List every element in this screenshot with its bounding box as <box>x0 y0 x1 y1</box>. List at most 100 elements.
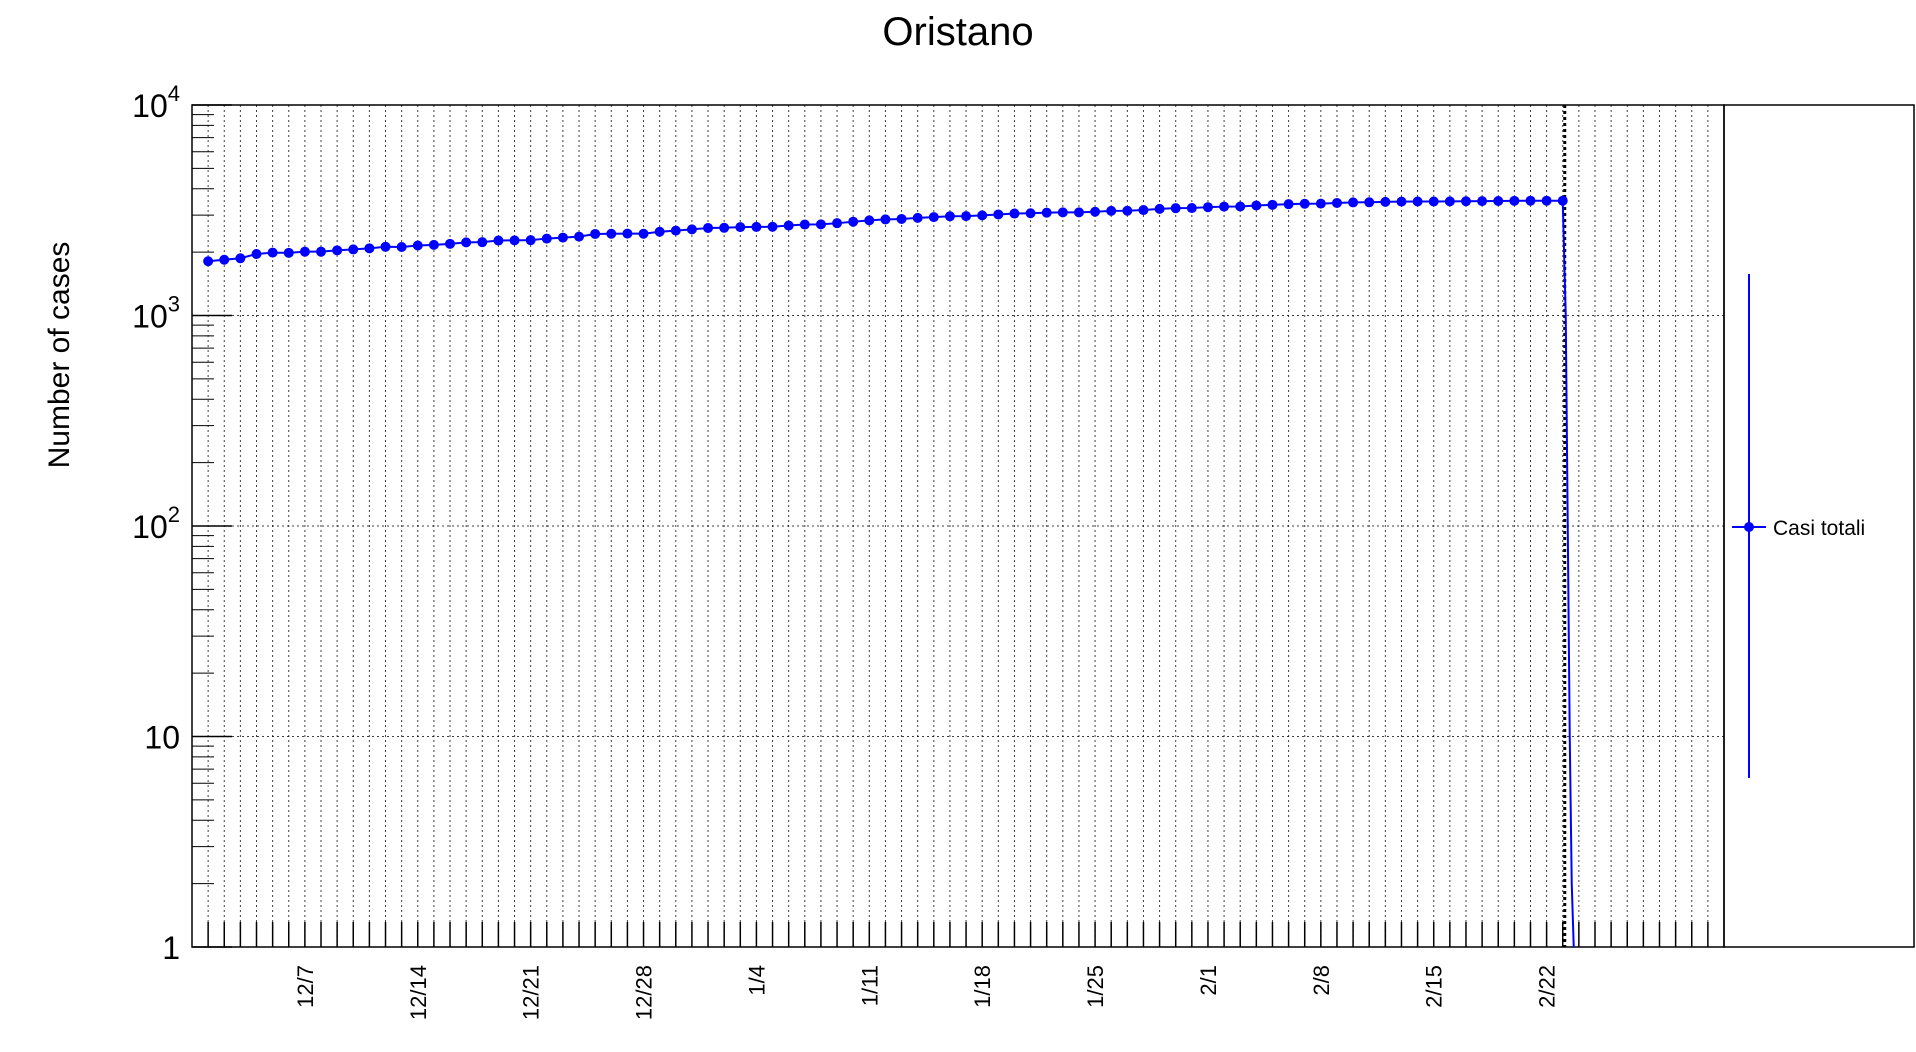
x-tick-label: 12/21 <box>519 965 544 1020</box>
data-point <box>1267 199 1278 210</box>
data-point <box>1154 203 1165 214</box>
data-point <box>1396 196 1407 207</box>
data-point <box>622 228 633 239</box>
x-tick-label: 2/15 <box>1422 965 1447 1008</box>
data-point <box>1186 203 1197 214</box>
data-point <box>1106 205 1117 216</box>
data-point <box>751 221 762 232</box>
data-point <box>670 225 681 236</box>
data-point <box>364 243 375 254</box>
x-tick-label: 2/8 <box>1309 965 1334 996</box>
data-point <box>1557 195 1568 206</box>
data-point <box>912 212 923 223</box>
data-point <box>1170 203 1181 214</box>
data-point <box>606 228 617 239</box>
data-point <box>1460 196 1471 207</box>
y-tick-label: 103 <box>132 292 180 335</box>
x-tick-label: 12/7 <box>293 965 318 1008</box>
data-point <box>1219 201 1230 212</box>
data-point <box>880 214 891 225</box>
x-tick-label: 12/14 <box>406 965 431 1020</box>
data-point <box>654 226 665 237</box>
data-point <box>1493 195 1504 206</box>
data-point <box>1025 208 1036 219</box>
data-point <box>1122 205 1133 216</box>
data-point <box>799 219 810 230</box>
data-point <box>767 221 778 232</box>
data-point <box>993 209 1004 220</box>
y-tick-label: 104 <box>132 81 180 124</box>
data-point <box>525 235 536 246</box>
x-tick-label: 1/11 <box>857 965 882 1006</box>
data-point <box>574 231 585 242</box>
data-point <box>735 222 746 233</box>
data-point <box>1299 198 1310 209</box>
data-point <box>1057 207 1068 218</box>
data-point <box>1380 196 1391 207</box>
data-point <box>1073 207 1084 218</box>
data-point <box>1041 207 1052 218</box>
data-point <box>461 237 472 248</box>
data-point <box>896 213 907 224</box>
data-point <box>590 228 601 239</box>
data-point <box>380 241 391 252</box>
data-point <box>412 240 423 251</box>
data-point <box>783 220 794 231</box>
data-point <box>848 216 859 227</box>
data-point <box>493 235 504 246</box>
x-tick-label: 2/22 <box>1535 965 1560 1008</box>
y-tick-label: 1 <box>162 930 180 966</box>
data-point <box>1364 197 1375 208</box>
data-point <box>1202 202 1213 213</box>
data-point <box>1283 199 1294 210</box>
data-point <box>686 224 697 235</box>
data-point <box>557 232 568 243</box>
data-point <box>316 246 327 257</box>
data-point <box>203 256 214 267</box>
data-point <box>928 212 939 223</box>
data-point <box>299 246 310 257</box>
data-point <box>638 228 649 239</box>
data-point <box>348 244 359 255</box>
data-point <box>1235 201 1246 212</box>
x-tick-label: 1/25 <box>1083 965 1108 1008</box>
y-tick-label: 102 <box>132 502 180 545</box>
data-point <box>864 215 875 226</box>
data-point <box>815 219 826 230</box>
data-point <box>1541 195 1552 206</box>
x-tick-label: 1/18 <box>970 965 995 1008</box>
data-point <box>477 237 488 248</box>
data-point <box>267 247 278 258</box>
data-point <box>219 254 230 265</box>
data-point <box>445 238 456 249</box>
data-point <box>1444 196 1455 207</box>
series-drop-line <box>1561 200 1575 948</box>
data-point <box>235 253 246 264</box>
x-tick-label: 12/28 <box>632 965 657 1020</box>
data-point <box>332 245 343 256</box>
x-tick-label: 2/1 <box>1196 965 1221 996</box>
data-point <box>396 242 407 253</box>
data-point <box>1138 205 1149 216</box>
data-point <box>428 239 439 250</box>
data-point <box>703 222 714 233</box>
data-point <box>541 233 552 244</box>
data-point <box>832 218 843 229</box>
data-point <box>961 211 972 222</box>
data-point <box>1009 208 1020 219</box>
data-point <box>1509 195 1520 206</box>
data-point <box>1525 195 1536 206</box>
data-point <box>977 210 988 221</box>
data-point <box>1331 197 1342 208</box>
x-tick-label: 1/4 <box>744 965 769 996</box>
data-point <box>509 235 520 246</box>
data-point <box>1428 196 1439 207</box>
data-point <box>251 248 262 259</box>
data-point <box>1315 198 1326 209</box>
y-tick-label: 10 <box>144 720 180 756</box>
data-point <box>1251 200 1262 211</box>
data-point <box>944 211 955 222</box>
chart-title: Oristano <box>882 10 1034 54</box>
